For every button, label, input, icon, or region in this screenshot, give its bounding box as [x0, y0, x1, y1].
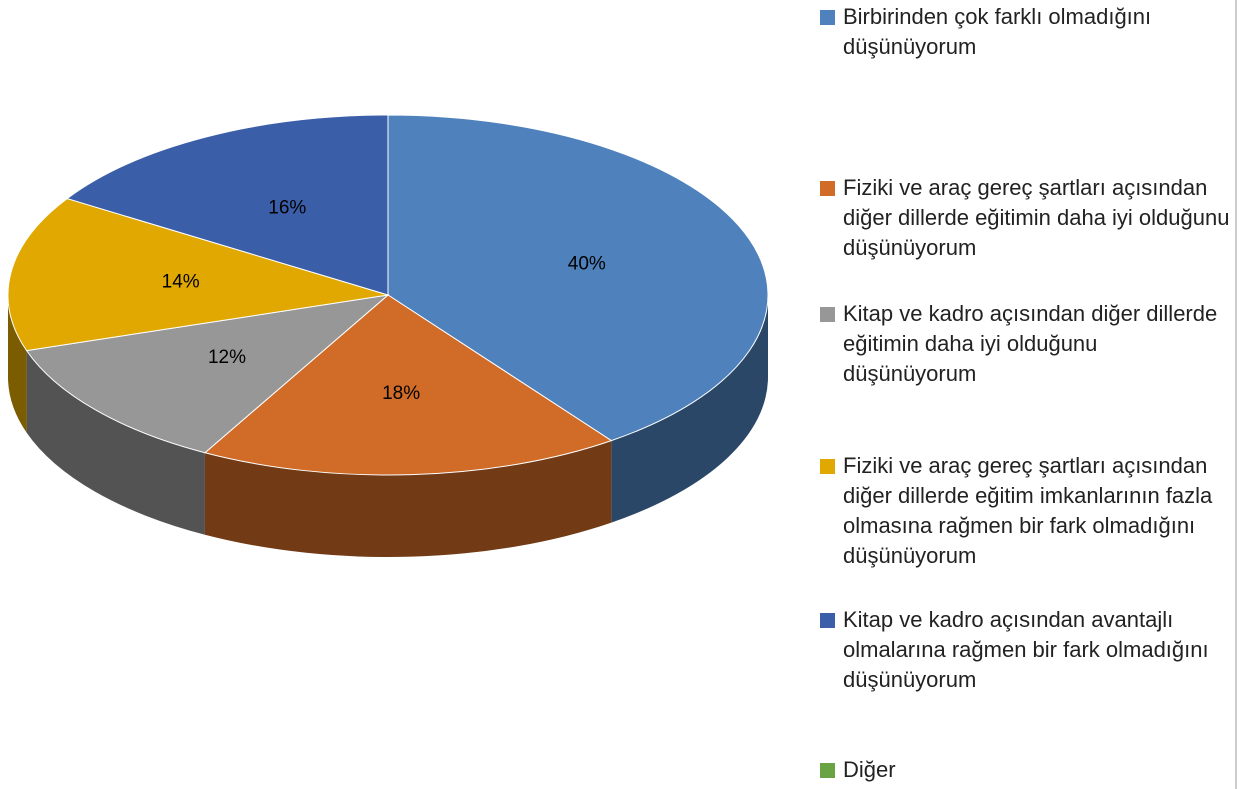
legend-item: Kitap ve kadro açısından avantajlı olmal…: [820, 605, 1230, 695]
slice: [203, 294, 613, 476]
slice-side: [8, 295, 27, 433]
legend-label: Kitap ve kadro açısından avantajlı olmal…: [843, 607, 1209, 692]
legend-swatch: [820, 459, 835, 474]
legend-item: Fiziki ve araç gereç şartları açısından …: [820, 451, 1230, 571]
legend-label: Diğer: [843, 757, 896, 782]
legend-swatch: [820, 307, 835, 322]
data-label: 40%: [568, 253, 606, 274]
legend-swatch: [820, 613, 835, 628]
data-label: 16%: [268, 197, 306, 218]
legend-item: Fiziki ve araç gereç şartları açısından …: [820, 173, 1230, 263]
data-label: 14%: [162, 272, 200, 293]
slice-side: [611, 295, 768, 523]
slice-side: [204, 440, 612, 558]
data-label: 18%: [382, 383, 420, 404]
legend-item: Diğer: [820, 755, 1230, 785]
legend-item: Kitap ve kadro açısından diğer dillerde …: [820, 299, 1230, 389]
slice: [387, 114, 769, 442]
legend-swatch: [820, 763, 835, 778]
slice: [66, 114, 389, 296]
slice: [7, 197, 389, 352]
legend-label: Fiziki ve araç gereç şartları açısından …: [843, 175, 1230, 260]
legend-label: Birbirinden çok farklı olmadığını düşünü…: [843, 4, 1152, 59]
slice: [25, 294, 390, 454]
legend-label: Fiziki ve araç gereç şartları açısından …: [843, 453, 1213, 568]
legend-item: Birbirinden çok farklı olmadığını düşünü…: [820, 2, 1230, 62]
legend-swatch: [820, 181, 835, 196]
slice-side: [26, 350, 205, 535]
data-label: 12%: [208, 347, 246, 368]
legend-swatch: [820, 10, 835, 25]
legend-label: Kitap ve kadro açısından diğer dillerde …: [843, 301, 1218, 386]
